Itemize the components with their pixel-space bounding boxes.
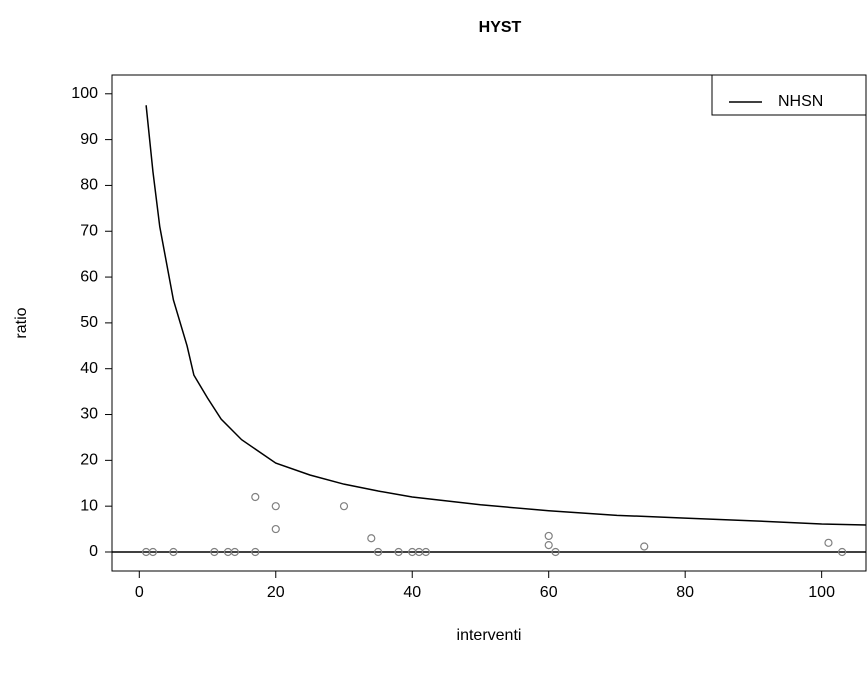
y-tick-label: 80	[80, 177, 98, 194]
x-tick-label: 100	[808, 584, 835, 601]
point	[838, 547, 847, 557]
point	[824, 538, 833, 547]
point	[544, 531, 553, 541]
point	[230, 547, 239, 557]
point	[421, 547, 430, 557]
x-tick-label: 0	[135, 584, 144, 601]
point	[551, 547, 560, 557]
point	[374, 547, 383, 557]
y-tick-label: 30	[80, 406, 98, 423]
point	[367, 534, 376, 543]
x-tick-label: 40	[403, 584, 421, 601]
chart-title: HYST	[479, 19, 522, 36]
point	[210, 547, 219, 557]
point	[271, 524, 280, 534]
point	[640, 542, 649, 551]
y-tick-label: 90	[80, 131, 98, 148]
x-tick-label: 80	[676, 584, 694, 601]
y-tick-label: 20	[80, 452, 98, 469]
point	[271, 502, 280, 511]
legend-label: NHSN	[778, 93, 823, 110]
line-series	[145, 105, 867, 526]
y-tick-label: 0	[89, 543, 98, 560]
point	[339, 502, 349, 511]
point	[394, 547, 403, 557]
x-tick-label: 60	[540, 584, 558, 601]
plot-box	[111, 74, 867, 572]
legend-box	[711, 74, 867, 116]
y-tick-label: 100	[71, 85, 98, 102]
y-axis-label: ratio	[13, 307, 30, 338]
x-axis-label: interventi	[457, 627, 522, 644]
y-tick-label: 10	[80, 497, 98, 514]
x-tick-label: 20	[267, 584, 285, 601]
y-tick-label: 50	[80, 314, 98, 331]
point	[251, 547, 260, 557]
point	[148, 547, 158, 557]
y-tick-label: 40	[80, 360, 98, 377]
point	[251, 492, 260, 502]
y-tick-label: 60	[80, 268, 98, 285]
y-tick-label: 70	[80, 222, 98, 239]
point	[544, 541, 553, 550]
point	[169, 547, 178, 557]
